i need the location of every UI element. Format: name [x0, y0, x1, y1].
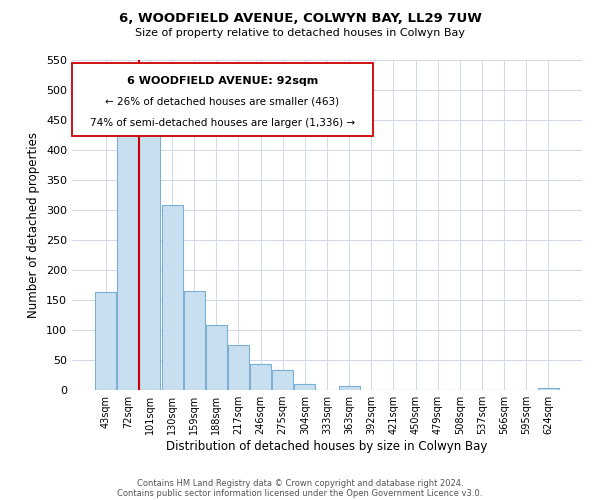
Bar — [538, 388, 559, 390]
Bar — [206, 325, 227, 390]
Bar — [184, 291, 205, 390]
Bar — [272, 370, 293, 390]
Text: ← 26% of detached houses are smaller (463): ← 26% of detached houses are smaller (46… — [106, 96, 340, 106]
Bar — [228, 345, 249, 390]
Bar — [95, 292, 116, 390]
Bar — [139, 129, 160, 390]
Y-axis label: Number of detached properties: Number of detached properties — [28, 132, 40, 318]
FancyBboxPatch shape — [72, 64, 373, 136]
Text: Size of property relative to detached houses in Colwyn Bay: Size of property relative to detached ho… — [135, 28, 465, 38]
Bar — [161, 205, 182, 390]
Bar — [295, 384, 316, 390]
Text: 6, WOODFIELD AVENUE, COLWYN BAY, LL29 7UW: 6, WOODFIELD AVENUE, COLWYN BAY, LL29 7U… — [119, 12, 481, 26]
X-axis label: Distribution of detached houses by size in Colwyn Bay: Distribution of detached houses by size … — [166, 440, 488, 453]
Bar — [118, 120, 139, 390]
Text: 74% of semi-detached houses are larger (1,336) →: 74% of semi-detached houses are larger (… — [90, 118, 355, 128]
Text: Contains HM Land Registry data © Crown copyright and database right 2024.: Contains HM Land Registry data © Crown c… — [137, 478, 463, 488]
Bar — [338, 386, 359, 390]
Text: 6 WOODFIELD AVENUE: 92sqm: 6 WOODFIELD AVENUE: 92sqm — [127, 76, 318, 86]
Bar — [250, 364, 271, 390]
Text: Contains public sector information licensed under the Open Government Licence v3: Contains public sector information licen… — [118, 488, 482, 498]
